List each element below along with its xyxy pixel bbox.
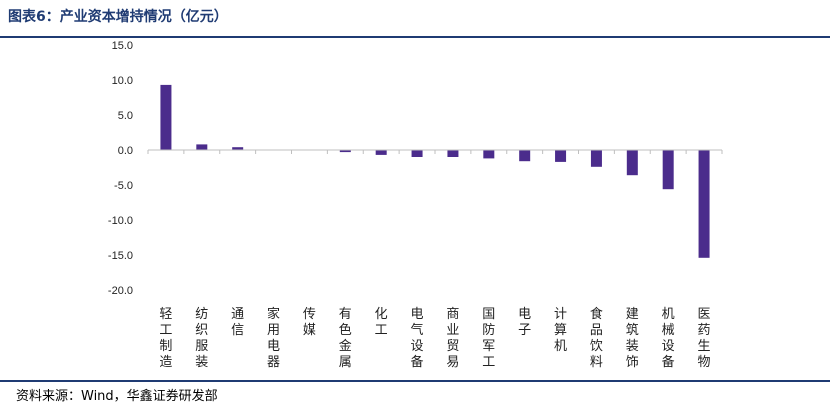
bar bbox=[590, 150, 602, 167]
bar bbox=[232, 147, 244, 150]
bar-chart: 15.0 10.0 5.0 0.0 -5.0 -10.0 -15.0 -20.0 轻工制造 纺织… bbox=[108, 40, 723, 370]
category-label: 通信 bbox=[231, 307, 244, 338]
category-label: 电气设备 bbox=[411, 307, 424, 370]
y-tick-label: 0.0 bbox=[118, 145, 133, 157]
category-label: 化工 bbox=[375, 307, 388, 338]
category-label: 建筑装饰 bbox=[626, 307, 639, 370]
category-label: 机械设备 bbox=[662, 307, 675, 370]
y-tick-label: 15.0 bbox=[112, 40, 133, 52]
y-tick-label: -15.0 bbox=[108, 250, 133, 262]
bar bbox=[555, 150, 567, 162]
category-label: 轻工制造 bbox=[159, 307, 172, 370]
category-label: 食品饮料 bbox=[590, 306, 603, 370]
source-note: 资料来源：Wind，华鑫证券研发部 bbox=[16, 389, 218, 404]
category-label: 纺织服装 bbox=[195, 307, 208, 370]
bar bbox=[447, 150, 459, 157]
bar bbox=[339, 150, 351, 153]
category-label: 家用电器 bbox=[267, 306, 280, 370]
y-tick-label: -20.0 bbox=[108, 285, 133, 297]
footer-divider bbox=[0, 380, 830, 382]
bar bbox=[411, 150, 423, 157]
x-axis bbox=[147, 149, 723, 154]
y-tick-label: -10.0 bbox=[108, 215, 133, 227]
bar bbox=[483, 150, 495, 159]
category-label: 商业贸易 bbox=[446, 307, 459, 370]
bar bbox=[375, 150, 387, 155]
category-label: 计算机 bbox=[554, 307, 567, 354]
bar bbox=[519, 150, 531, 162]
y-tick-label: -5.0 bbox=[114, 180, 133, 192]
bars bbox=[160, 84, 710, 258]
category-label: 医药生物 bbox=[698, 307, 711, 370]
y-axis: 15.0 10.0 5.0 0.0 -5.0 -10.0 -15.0 -20.0 bbox=[108, 40, 133, 297]
title-divider bbox=[0, 36, 830, 38]
category-label: 有色金属 bbox=[339, 307, 352, 370]
bar bbox=[160, 84, 172, 150]
bar bbox=[196, 144, 208, 150]
y-tick-label: 5.0 bbox=[118, 110, 133, 122]
category-labels: 轻工制造 纺织服装 通信 家用电器 传媒 有色金属 化工 电气设备 商业贸易 国防军工 电子 计算机 食… bbox=[159, 306, 710, 370]
bar bbox=[662, 150, 674, 190]
category-label: 电子 bbox=[518, 307, 531, 338]
chart-title: 图表6：产业资本增持情况（亿元） bbox=[8, 9, 228, 25]
bar bbox=[698, 150, 710, 258]
category-label: 传媒 bbox=[303, 307, 316, 338]
bar bbox=[626, 150, 638, 176]
category-label: 国防军工 bbox=[482, 307, 495, 370]
y-tick-label: 10.0 bbox=[112, 75, 133, 87]
